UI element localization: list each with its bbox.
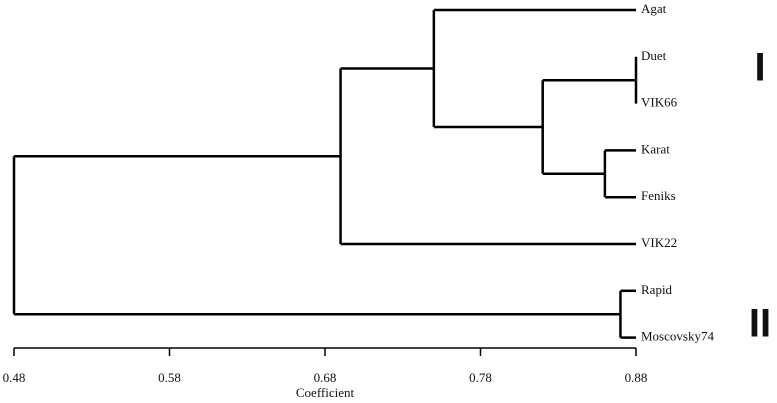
group-label: II bbox=[749, 302, 771, 346]
leaf-label: VIK22 bbox=[641, 235, 677, 250]
leaf-label: Karat bbox=[641, 141, 670, 156]
x-tick-label: 0.68 bbox=[314, 370, 337, 385]
x-tick-label: 0.78 bbox=[469, 370, 492, 385]
x-tick-label: 0.58 bbox=[158, 370, 181, 385]
leaf-label: VIK66 bbox=[641, 95, 678, 110]
x-tick-label: 0.88 bbox=[625, 370, 648, 385]
x-axis-label: Coefficient bbox=[296, 385, 355, 400]
leaf-label: Agat bbox=[641, 1, 667, 16]
x-tick-label: 0.48 bbox=[3, 370, 26, 385]
leaf-label: Moscovsky74 bbox=[641, 329, 714, 344]
leaf-label: Rapid bbox=[641, 282, 673, 297]
group-label: I bbox=[754, 46, 765, 90]
leaf-label: Feniks bbox=[641, 188, 676, 203]
leaf-label: Duet bbox=[641, 48, 667, 63]
